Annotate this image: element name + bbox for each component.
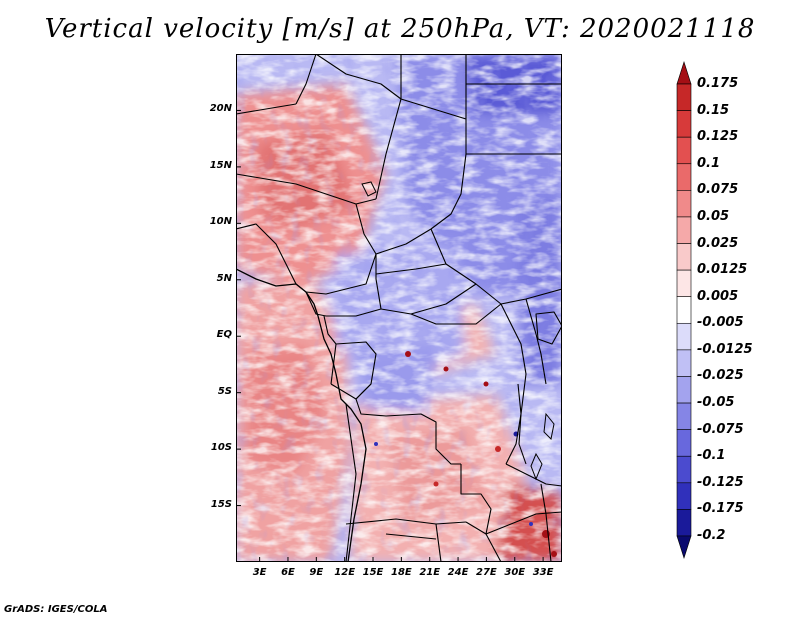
colorbar-label: -0.05 — [697, 395, 735, 411]
colorbar-label: 0.005 — [697, 288, 739, 304]
lon-tick-label: 9E — [309, 567, 324, 578]
colorbar-label: 0.15 — [697, 102, 730, 118]
lat-tick-label: 10N — [209, 216, 232, 228]
lat-tick-label: 5S — [217, 385, 232, 397]
colorbar-swatch — [676, 376, 692, 404]
colorbar-label: -0.025 — [697, 368, 744, 384]
lon-tick-label: 12E — [334, 567, 356, 578]
colorbar-swatch — [676, 402, 692, 430]
colorbar-label: -0.005 — [697, 315, 744, 331]
lat-tick-label: 15N — [209, 159, 232, 171]
colorbar-label: 0.125 — [697, 129, 739, 145]
latitude-ticks — [236, 109, 241, 507]
colorbar-swatch — [676, 509, 692, 537]
lon-tick-label: 30E — [504, 567, 526, 578]
colorbar-swatch — [676, 482, 692, 510]
colorbar-label: 0.025 — [697, 235, 739, 251]
colorbar-label: -0.0125 — [697, 341, 753, 357]
colorbar-swatch — [676, 243, 692, 271]
longitude-ticks — [259, 557, 544, 562]
colorbar-label: -0.2 — [697, 528, 726, 543]
map-frame — [236, 54, 562, 562]
lon-tick-label: 15E — [362, 567, 384, 578]
lat-tick-label: EQ — [216, 329, 232, 341]
lon-tick-label: 24E — [447, 567, 469, 578]
lon-tick-label: 21E — [419, 567, 441, 578]
lon-tick-label: 33E — [532, 567, 554, 578]
colorbar-swatch — [676, 83, 692, 111]
lat-tick-label: 15S — [210, 498, 232, 510]
country-borders — [236, 54, 562, 562]
colorbar-label: 0.075 — [697, 182, 739, 198]
colorbar-swatch — [676, 190, 692, 218]
colorbar-label: -0.1 — [697, 448, 726, 464]
colorbar-label: 0.0125 — [697, 262, 748, 278]
colorbar-swatch — [676, 455, 692, 484]
lat-tick-label: 20N — [209, 103, 232, 115]
software-credit: GrADS: IGES/COLA — [4, 604, 108, 615]
colorbar-label: -0.075 — [697, 421, 744, 437]
colorbar-swatch — [676, 322, 692, 351]
lon-tick-label: 27E — [476, 567, 497, 578]
colorbar — [676, 61, 692, 559]
colorbar-swatch — [676, 269, 692, 298]
colorbar-label: -0.125 — [697, 474, 744, 490]
lon-tick-label: 18E — [390, 567, 412, 578]
lat-tick-label: 5N — [216, 272, 232, 284]
coastline — [236, 268, 367, 562]
map-title: Vertical velocity [m/s] at 250hPa, VT: 2… — [44, 14, 756, 44]
colorbar-label: 0.175 — [697, 76, 739, 91]
lon-tick-label: 3E — [252, 567, 267, 578]
lon-tick-label: 6E — [281, 567, 295, 578]
colorbar-swatch — [676, 216, 692, 244]
colorbar-label: -0.175 — [697, 501, 744, 517]
colorbar-swatch — [676, 296, 692, 324]
colorbar-label: 0.1 — [697, 155, 721, 171]
lat-tick-label: 10S — [210, 442, 232, 454]
colorbar-swatch — [676, 61, 692, 85]
field-texture-dark — [236, 54, 562, 562]
velocity-map — [236, 54, 562, 562]
map-border — [236, 54, 562, 562]
lakes — [361, 181, 555, 481]
colorbar-swatch — [676, 429, 692, 457]
colorbar-swatch — [676, 136, 692, 165]
colorbar-swatch — [676, 110, 692, 138]
colorbar-boxes — [676, 61, 692, 559]
colorbar-swatch — [676, 535, 692, 559]
colorbar-swatch — [676, 349, 692, 377]
colorbar-label: 0.05 — [697, 208, 730, 224]
colorbar-swatch — [676, 163, 692, 191]
